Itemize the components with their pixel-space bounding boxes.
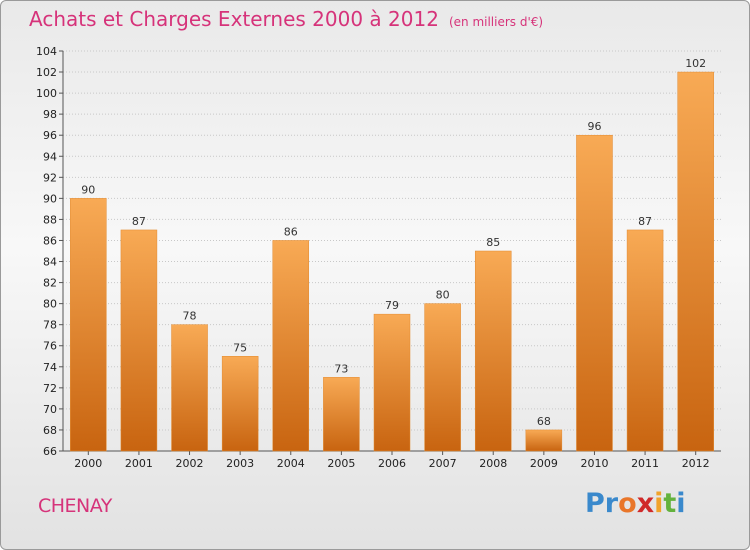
x-tick-label: 2000	[74, 457, 102, 470]
bar	[474, 250, 512, 452]
y-tick-label: 68	[43, 424, 57, 437]
data-label: 86	[284, 225, 298, 238]
y-tick-label: 94	[43, 150, 57, 163]
bar	[626, 229, 664, 452]
labels: 66 68 70 72 74 76 78 80 82 84 86 88 90 92 94 96 98 100 102…	[36, 45, 710, 470]
logo-letter: P	[585, 488, 605, 519]
data-label: 85	[486, 236, 500, 249]
data-label: 78	[183, 310, 197, 323]
y-tick-label: 92	[43, 171, 57, 184]
bar	[424, 303, 461, 452]
y-tick-label: 66	[43, 445, 57, 458]
x-tick-label: 2002	[176, 457, 204, 470]
data-label: 80	[436, 289, 450, 302]
x-tick-label: 2007	[429, 457, 457, 470]
x-tick-label: 2010	[580, 457, 608, 470]
chart-title: Achats et Charges Externes 2000 à 2012 (e…	[29, 7, 543, 31]
x-tick-label: 2008	[479, 457, 507, 470]
bar	[373, 313, 411, 452]
chart-subtitle: (en milliers d'€)	[448, 15, 544, 29]
bar	[677, 71, 714, 452]
y-tick-label: 82	[43, 277, 57, 290]
y-tick-label: 96	[43, 129, 57, 142]
bar	[525, 429, 563, 452]
bar	[576, 134, 613, 452]
x-tick-label: 2004	[277, 457, 305, 470]
title-text: Achats et Charges Externes 2000 à 2012	[29, 7, 439, 31]
y-tick-label: 76	[43, 340, 57, 353]
y-tick-label: 78	[43, 319, 57, 332]
bar	[323, 377, 360, 452]
y-tick-label: 100	[36, 87, 57, 100]
y-tick-label: 98	[43, 108, 57, 121]
data-label: 87	[132, 215, 146, 228]
bar	[272, 240, 310, 452]
y-tick-label: 86	[43, 234, 57, 247]
logo-letter: i	[654, 488, 664, 519]
logo-letter: i	[676, 488, 686, 519]
logo-letter: r	[604, 488, 619, 519]
bar	[70, 198, 107, 452]
bar	[221, 356, 259, 452]
data-label: 79	[385, 299, 399, 312]
data-label: 96	[587, 120, 601, 133]
logo-letter: x	[636, 488, 655, 519]
x-tick-label: 2005	[327, 457, 355, 470]
x-tick-label: 2001	[125, 457, 153, 470]
x-tick-label: 2012	[682, 457, 710, 470]
x-tick-label: 2011	[631, 457, 659, 470]
y-tick-label: 84	[43, 256, 57, 269]
x-tick-label: 2003	[226, 457, 254, 470]
proxiti-logo[interactable]: Proxiti	[585, 488, 686, 519]
data-label: 87	[638, 215, 652, 228]
data-label: 102	[685, 57, 706, 70]
y-tick-label: 104	[36, 45, 57, 58]
y-tick-label: 72	[43, 382, 57, 395]
place-name: CHENAY	[38, 495, 112, 517]
logo-letter: o	[618, 488, 637, 519]
x-tick-label: 2009	[530, 457, 558, 470]
data-label: 75	[233, 341, 247, 354]
y-tick-label: 80	[43, 298, 57, 311]
bar	[120, 229, 158, 452]
y-tick-label: 102	[36, 66, 57, 79]
x-tick-label: 2006	[378, 457, 406, 470]
data-label: 68	[537, 415, 551, 428]
y-tick-label: 70	[43, 403, 57, 416]
bar	[171, 324, 208, 452]
bars	[70, 71, 714, 452]
y-tick-label: 74	[43, 361, 57, 374]
data-label: 90	[81, 183, 95, 196]
data-label: 73	[334, 362, 348, 375]
y-tick-label: 88	[43, 213, 57, 226]
logo-letter: t	[663, 488, 677, 519]
y-tick-label: 90	[43, 192, 57, 205]
